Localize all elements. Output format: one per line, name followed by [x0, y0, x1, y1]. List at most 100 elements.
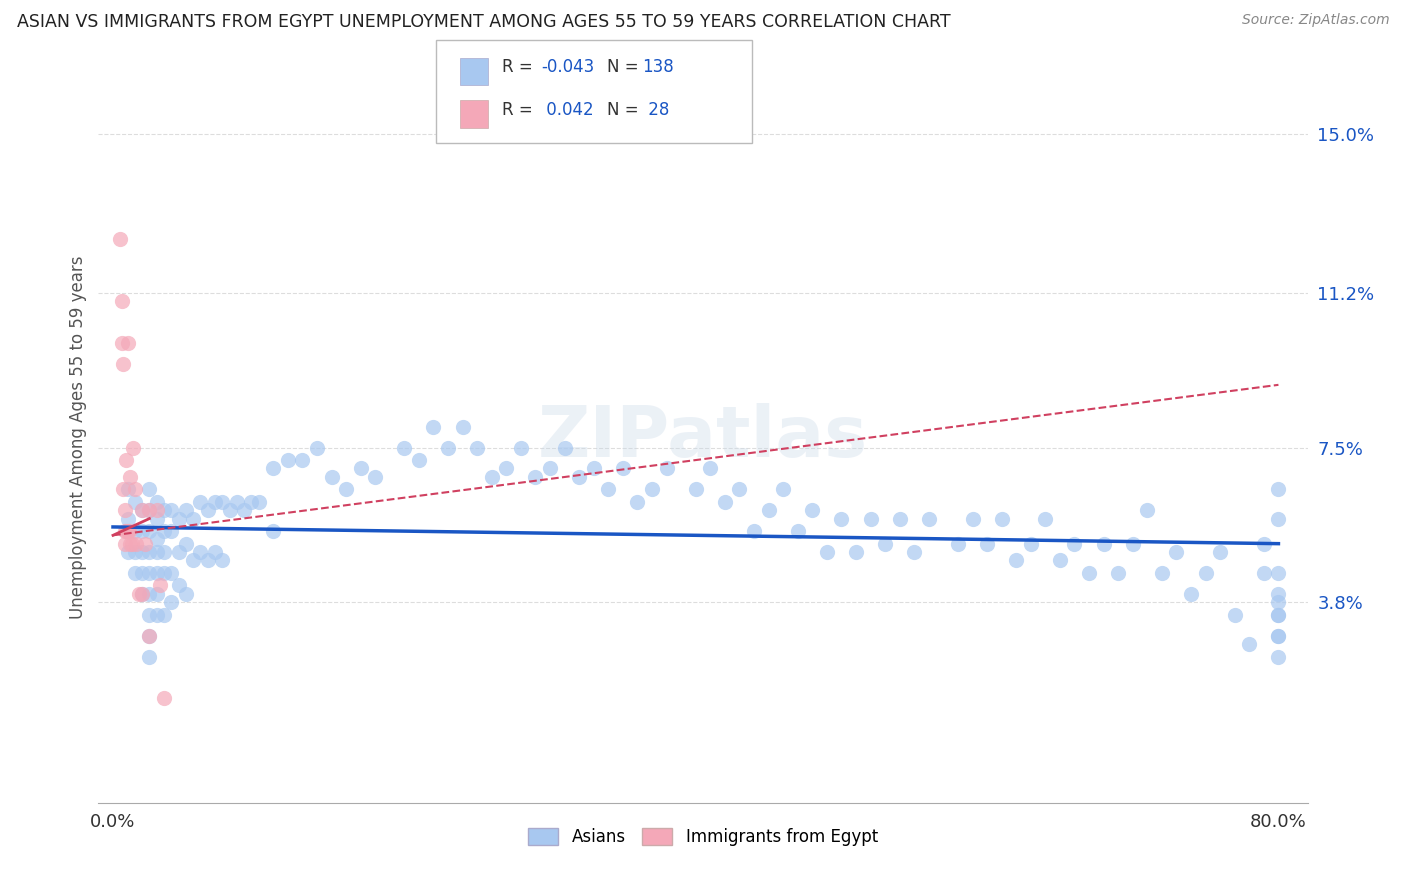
- Point: [335, 483, 357, 497]
- Point: [1253, 536, 1275, 550]
- Point: [211, 553, 233, 567]
- Point: [124, 524, 146, 538]
- Point: [437, 441, 460, 455]
- Point: [124, 566, 146, 580]
- Point: [111, 294, 134, 309]
- Point: [131, 545, 153, 559]
- Point: [240, 495, 263, 509]
- Point: [114, 524, 136, 538]
- Point: [1107, 566, 1129, 580]
- Point: [247, 495, 270, 509]
- Point: [481, 470, 503, 484]
- Point: [786, 524, 808, 538]
- Point: [149, 578, 172, 592]
- Point: [1122, 536, 1144, 550]
- Point: [138, 503, 160, 517]
- Point: [134, 536, 156, 550]
- Point: [145, 495, 167, 509]
- Point: [131, 503, 153, 517]
- Point: [138, 503, 160, 517]
- Point: [277, 453, 299, 467]
- Point: [1267, 629, 1289, 643]
- Text: -0.043: -0.043: [541, 58, 595, 76]
- Point: [138, 483, 160, 497]
- Point: [422, 419, 444, 434]
- Point: [204, 545, 226, 559]
- Point: [626, 495, 648, 509]
- Point: [131, 524, 153, 538]
- Point: [1267, 587, 1289, 601]
- Point: [495, 461, 517, 475]
- Point: [138, 545, 160, 559]
- Point: [145, 587, 167, 601]
- Point: [174, 503, 197, 517]
- Point: [1136, 503, 1159, 517]
- Text: N =: N =: [607, 101, 644, 119]
- Point: [174, 587, 197, 601]
- Point: [131, 566, 153, 580]
- Point: [1267, 629, 1289, 643]
- Point: [291, 453, 314, 467]
- Point: [962, 511, 984, 525]
- Point: [115, 453, 138, 467]
- Point: [1253, 566, 1275, 580]
- Text: 138: 138: [643, 58, 675, 76]
- Point: [1092, 536, 1115, 550]
- Point: [582, 461, 605, 475]
- Point: [918, 511, 941, 525]
- Point: [655, 461, 678, 475]
- Point: [153, 566, 176, 580]
- Point: [174, 536, 197, 550]
- Point: [451, 419, 474, 434]
- Point: [1150, 566, 1173, 580]
- Point: [875, 536, 897, 550]
- Point: [976, 536, 998, 550]
- Point: [167, 545, 190, 559]
- Point: [1078, 566, 1101, 580]
- Point: [114, 503, 136, 517]
- Point: [125, 536, 148, 550]
- Point: [714, 495, 737, 509]
- Point: [211, 495, 233, 509]
- Point: [364, 470, 387, 484]
- Point: [350, 461, 373, 475]
- Point: [124, 483, 146, 497]
- Point: [117, 524, 139, 538]
- Point: [110, 231, 132, 245]
- Point: [190, 495, 212, 509]
- Point: [1063, 536, 1085, 550]
- Point: [1267, 511, 1289, 525]
- Y-axis label: Unemployment Among Ages 55 to 59 years: Unemployment Among Ages 55 to 59 years: [69, 255, 87, 619]
- Point: [1033, 511, 1056, 525]
- Point: [990, 511, 1012, 525]
- Point: [859, 511, 882, 525]
- Point: [112, 357, 135, 371]
- Point: [903, 545, 925, 559]
- Point: [728, 483, 751, 497]
- Point: [138, 649, 160, 664]
- Point: [889, 511, 911, 525]
- Point: [509, 441, 531, 455]
- Point: [772, 483, 794, 497]
- Point: [145, 503, 167, 517]
- Point: [394, 441, 416, 455]
- Point: [197, 553, 219, 567]
- Point: [1267, 649, 1289, 664]
- Text: Source: ZipAtlas.com: Source: ZipAtlas.com: [1241, 13, 1389, 28]
- Point: [568, 470, 591, 484]
- Point: [114, 536, 136, 550]
- Point: [1194, 566, 1216, 580]
- Point: [160, 566, 183, 580]
- Point: [524, 470, 547, 484]
- Point: [1267, 483, 1289, 497]
- Point: [181, 553, 204, 567]
- Point: [138, 629, 160, 643]
- Point: [538, 461, 561, 475]
- Point: [160, 503, 183, 517]
- Point: [124, 545, 146, 559]
- Point: [218, 503, 240, 517]
- Point: [685, 483, 707, 497]
- Point: [145, 533, 167, 547]
- Point: [118, 524, 141, 538]
- Point: [305, 441, 328, 455]
